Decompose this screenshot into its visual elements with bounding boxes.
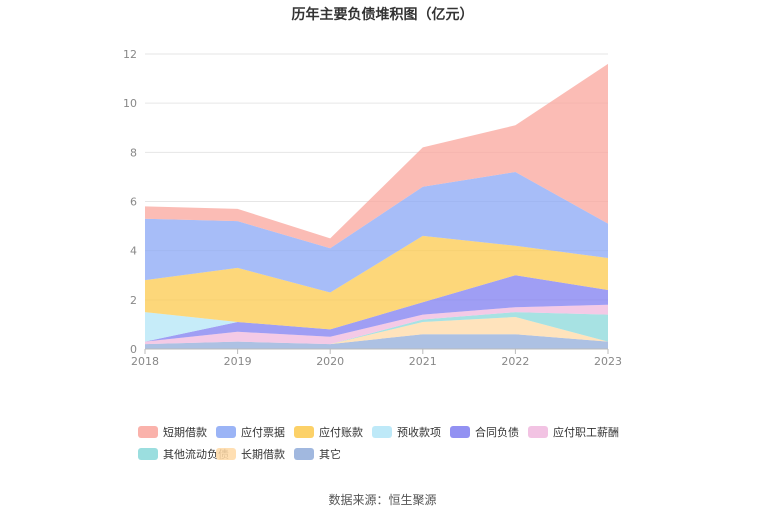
- area-series-8: [145, 63, 608, 249]
- legend-item[interactable]: 应付账款: [294, 425, 363, 439]
- y-tick-label: 8: [130, 146, 137, 159]
- legend-swatch: [294, 448, 314, 460]
- legend-item[interactable]: 短期借款: [138, 425, 207, 439]
- legend-label: 短期借款: [163, 426, 207, 439]
- data-source: 数据来源：恒生聚源: [328, 493, 437, 507]
- legend-label: 长期借款: [241, 448, 285, 461]
- y-tick-label: 6: [130, 196, 137, 209]
- area-series-2: [145, 312, 608, 345]
- legend-swatch: [138, 448, 158, 460]
- chart-title: 历年主要负债堆积图（亿元）: [291, 7, 474, 23]
- area-series: [145, 63, 608, 349]
- legend-label: 应付账款: [319, 426, 363, 439]
- area-series-6: [145, 235, 608, 330]
- legend-swatch: [138, 426, 158, 438]
- legend-item[interactable]: 其他流动负债: [138, 447, 229, 461]
- legend-item[interactable]: 应付票据: [216, 425, 285, 439]
- legend-label: 合同负债: [475, 426, 519, 439]
- legend-label: 应付票据: [241, 426, 285, 439]
- y-axis-ticks: 0 2 4 6 8 10 12: [123, 48, 137, 356]
- legend-label: 其它: [319, 448, 341, 461]
- legend-swatch: [528, 426, 548, 438]
- legend-item[interactable]: 其它: [294, 447, 341, 461]
- stacked-area-chart: 0 2 4 6 8 10 12 2018 2019 2020 2021 2022 2023: [123, 48, 622, 368]
- legend-item[interactable]: 合同负债: [450, 425, 519, 439]
- y-tick-label: 10: [123, 97, 137, 110]
- y-tick-label: 4: [130, 245, 137, 258]
- area-series-3: [145, 304, 608, 345]
- area-series-0: [145, 334, 608, 349]
- legend-label: 预收款项: [397, 426, 441, 439]
- x-tick-label: 2023: [594, 355, 622, 368]
- area-series-4: [145, 275, 608, 342]
- legend-item[interactable]: 应付职工薪酬: [528, 425, 619, 439]
- y-tick-label: 2: [130, 294, 137, 307]
- x-tick-label: 2022: [501, 355, 529, 368]
- x-tick-label: 2018: [131, 355, 159, 368]
- y-tick-label: 12: [123, 48, 137, 61]
- legend-swatch: [372, 426, 392, 438]
- x-tick-label: 2020: [316, 355, 344, 368]
- legend-label: 其他流动负债: [163, 448, 229, 461]
- legend-label: 应付职工薪酬: [553, 426, 619, 439]
- legend-item[interactable]: 预收款项: [372, 425, 441, 439]
- legend-swatch: [216, 448, 236, 460]
- x-tick-label: 2019: [224, 355, 252, 368]
- y-tick-label: 0: [130, 343, 137, 356]
- legend-swatch: [216, 426, 236, 438]
- x-axis: 2018 2019 2020 2021 2022 2023: [131, 348, 622, 368]
- legend-swatch: [450, 426, 470, 438]
- legend-item[interactable]: 长期借款: [216, 447, 285, 461]
- area-series-1: [145, 317, 608, 345]
- x-tick-label: 2021: [409, 355, 437, 368]
- legend-swatch: [294, 426, 314, 438]
- area-series-7: [145, 172, 608, 293]
